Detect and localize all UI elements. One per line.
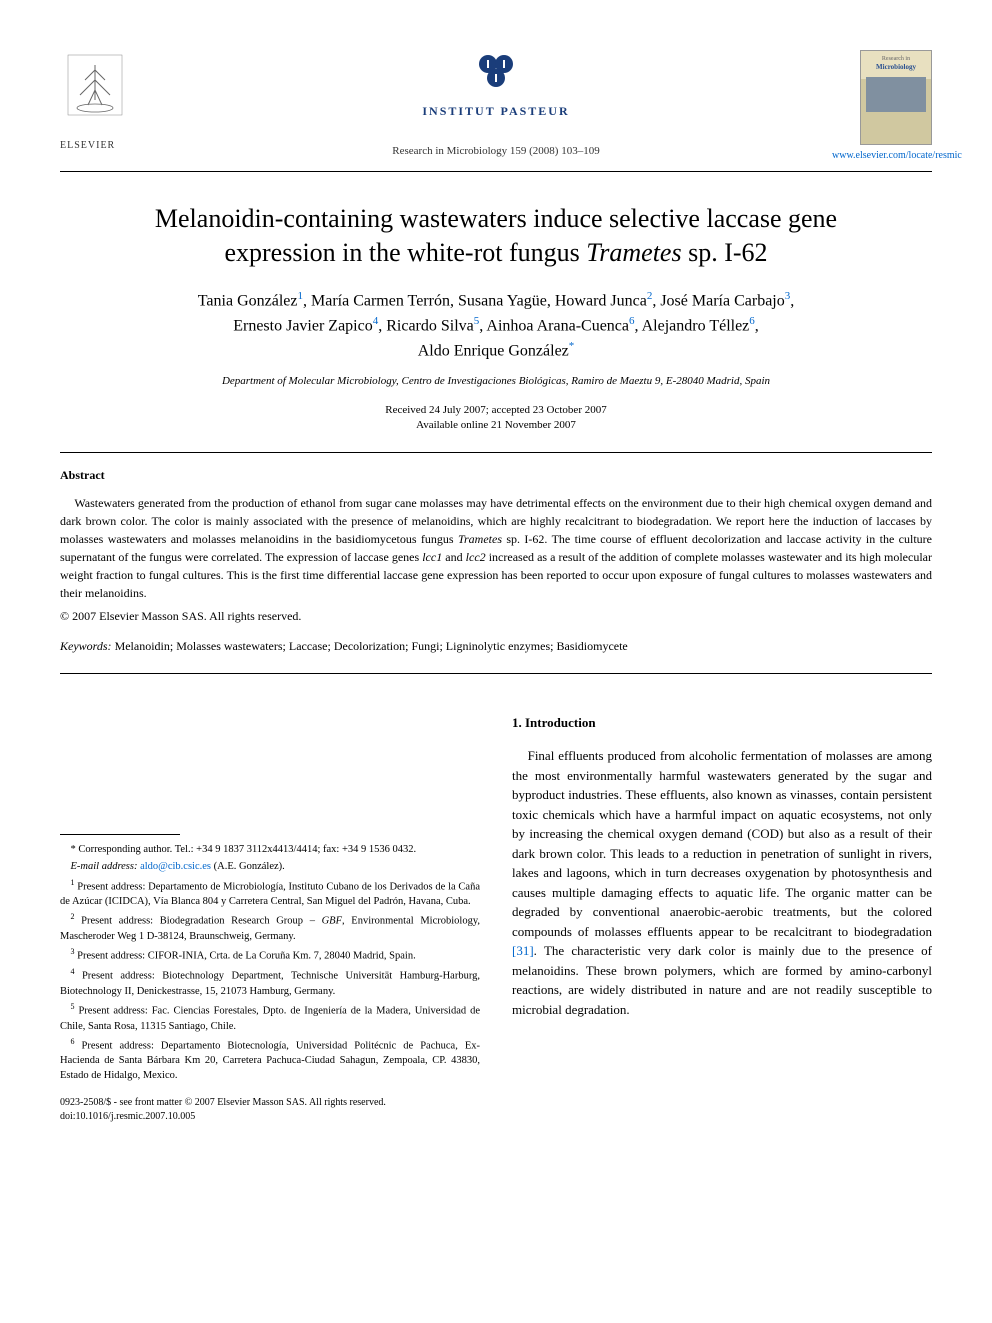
affil-sup[interactable]: 3 [785, 290, 791, 302]
pasteur-logo-icon [476, 50, 516, 95]
affiliation: Department of Molecular Microbiology, Ce… [60, 374, 932, 389]
cover-subtitle: Microbiology [861, 63, 931, 73]
left-column: * Corresponding author. Tel.: +34 9 1837… [60, 714, 480, 1124]
abstract-copyright: © 2007 Elsevier Masson SAS. All rights r… [60, 608, 932, 625]
keywords-text: Melanoidin; Molasses wastewaters; Laccas… [112, 639, 628, 653]
footnote-5: 5 Present address: Fac. Ciencias Foresta… [60, 1001, 480, 1034]
online-date: Available online 21 November 2007 [416, 419, 576, 431]
abstract-gene: lcc2 [466, 550, 486, 564]
author: Alejandro Téllez [642, 317, 750, 334]
publisher-name: ELSEVIER [60, 139, 160, 153]
footnote-4: 4 Present address: Biotechnology Departm… [60, 966, 480, 999]
keywords: Keywords: Melanoidin; Molasses wastewate… [60, 638, 932, 655]
title-line1: Melanoidin-containing wastewaters induce… [155, 204, 837, 233]
email-link[interactable]: aldo@cib.csic.es [140, 861, 211, 872]
footnote-1: 1 Present address: Departamento de Micro… [60, 877, 480, 910]
abstract-gene: lcc1 [422, 550, 442, 564]
abstract-genus: Trametes [458, 532, 502, 546]
author-list: Tania González1, María Carmen Terrón, Su… [60, 288, 932, 364]
title-genus: Trametes [586, 238, 681, 267]
journal-url-link[interactable]: www.elsevier.com/locate/resmic [832, 149, 932, 163]
bottom-info: 0923-2508/$ - see front matter © 2007 El… [60, 1096, 480, 1124]
elsevier-logo-icon [60, 50, 130, 130]
journal-cover-icon: Research in Microbiology [860, 50, 932, 145]
received-date: Received 24 July 2007; accepted 23 Octob… [385, 404, 606, 416]
publisher-block: ELSEVIER [60, 50, 160, 153]
author: José María Carbajo [660, 292, 784, 309]
doi-line: doi:10.1016/j.resmic.2007.10.005 [60, 1110, 480, 1124]
abstract-top-divider [60, 452, 932, 453]
title-line2-pre: expression in the white-rot fungus [224, 238, 586, 267]
affil-sup[interactable]: 6 [629, 315, 635, 327]
cover-title: Research in [861, 51, 931, 63]
journal-cover-block: Research in Microbiology www.elsevier.co… [832, 50, 932, 163]
author: Aldo Enrique González [418, 343, 569, 360]
article-dates: Received 24 July 2007; accepted 23 Octob… [60, 403, 932, 434]
affil-sup[interactable]: 1 [297, 290, 303, 302]
author: Ainhoa Arana-Cuenca [486, 317, 629, 334]
corresp-footnote: * Corresponding author. Tel.: +34 9 1837… [60, 843, 480, 858]
abstract-heading: Abstract [60, 467, 932, 484]
keywords-label: Keywords: [60, 639, 112, 653]
cover-image-placeholder [866, 77, 926, 112]
right-column: 1. Introduction Final effluents produced… [512, 714, 932, 1124]
email-label: E-mail address: [71, 861, 138, 872]
intro-heading: 1. Introduction [512, 714, 932, 732]
email-footnote: E-mail address: aldo@cib.csic.es (A.E. G… [60, 860, 480, 875]
footnote-6: 6 Present address: Departamento Biotecno… [60, 1036, 480, 1084]
author: Ricardo Silva [386, 317, 474, 334]
footnote-3: 3 Present address: CIFOR-INIA, Crta. de … [60, 946, 480, 964]
header-center: INSTITUT PASTEUR Research in Microbiolog… [160, 50, 832, 159]
institute-name: INSTITUT PASTEUR [160, 103, 832, 120]
title-line2-post: sp. I-62 [682, 238, 768, 267]
affil-sup[interactable]: 4 [373, 315, 379, 327]
affil-sup[interactable]: 2 [647, 290, 653, 302]
footnotes-divider [60, 834, 180, 835]
abstract-text: and [442, 550, 465, 564]
citation-link[interactable]: [31] [512, 943, 534, 958]
abstract-body: Wastewaters generated from the productio… [60, 494, 932, 602]
page-header: ELSEVIER INSTITUT PASTEUR Research in Mi… [60, 50, 932, 163]
author: María Carmen Terrón [311, 292, 450, 309]
intro-text: . The characteristic very dark color is … [512, 943, 932, 1017]
corresp-sup[interactable]: * [569, 340, 575, 352]
author: Tania González [198, 292, 298, 309]
intro-text: Final effluents produced from alcoholic … [512, 748, 932, 939]
author: Susana Yagüe [458, 292, 547, 309]
article-title: Melanoidin-containing wastewaters induce… [60, 202, 932, 270]
two-column-body: * Corresponding author. Tel.: +34 9 1837… [60, 714, 932, 1124]
affil-sup[interactable]: 6 [749, 315, 755, 327]
abstract-bottom-divider [60, 673, 932, 674]
intro-paragraph: Final effluents produced from alcoholic … [512, 746, 932, 1019]
footnote-2: 2 Present address: Biodegradation Resear… [60, 911, 480, 944]
affil-sup[interactable]: 5 [474, 315, 480, 327]
journal-citation: Research in Microbiology 159 (2008) 103–… [160, 144, 832, 159]
email-suffix: (A.E. González). [211, 861, 285, 872]
author: Ernesto Javier Zapico [233, 317, 373, 334]
issn-line: 0923-2508/$ - see front matter © 2007 El… [60, 1096, 480, 1110]
header-divider [60, 171, 932, 172]
author: Howard Junca [555, 292, 647, 309]
